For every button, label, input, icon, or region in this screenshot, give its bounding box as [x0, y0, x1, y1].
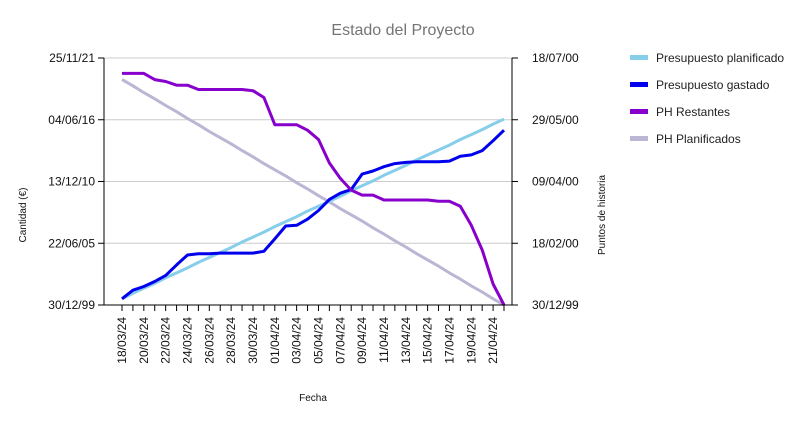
series-line-presupuesto-planificado [121, 117, 505, 301]
legend-label: Presupuesto planificado [656, 51, 784, 65]
x-tick-label: 18/03/24 [115, 317, 129, 364]
series-layer [121, 71, 506, 307]
y-tick-label-left: 22/06/05 [48, 236, 95, 250]
y-tick-label-right: 09/04/00 [532, 175, 579, 189]
y-axis-right-label: Puntos de historia [597, 175, 608, 255]
legend: Presupuesto planificado Presupuesto gasta… [630, 51, 784, 146]
x-tick-label: 21/04/24 [486, 317, 500, 364]
y-tick-label-right: 18/02/00 [532, 236, 579, 250]
x-tick-label: 07/04/24 [333, 317, 347, 364]
legend-swatch [630, 109, 648, 114]
x-tick-label: 26/03/24 [202, 317, 216, 364]
y-tick-label-left: 04/06/16 [48, 113, 95, 127]
legend-swatch [630, 82, 648, 87]
legend-swatch [630, 55, 648, 60]
x-axis-label: Fecha [299, 393, 327, 404]
legend-label: PH Planificados [656, 132, 741, 146]
y-tick-label-left: 30/12/99 [48, 298, 95, 312]
grid [104, 57, 512, 244]
x-tick-label: 01/04/24 [268, 317, 282, 364]
x-tick-labels: 18/03/24 20/03/24 22/03/24 24/03/24 26/03/24… [115, 317, 500, 364]
legend-swatch [630, 136, 648, 141]
x-tick-label: 13/04/24 [399, 317, 413, 364]
x-tick-label: 24/03/24 [180, 317, 194, 364]
x-tick-label: 30/03/24 [246, 317, 260, 364]
x-tick-label: 20/03/24 [137, 317, 151, 364]
x-tick-label: 22/03/24 [159, 317, 173, 364]
y-tick-label-left: 25/11/21 [49, 51, 95, 65]
series-line-ph-restantes [122, 71, 506, 306]
series-line-ph-planificados [121, 78, 505, 307]
x-tick-label: 19/04/24 [464, 317, 478, 364]
y-tick-label-left: 13/12/10 [48, 175, 95, 189]
y-tick-label-right: 30/12/99 [532, 298, 579, 312]
y-axis-left-label: Cantidad (€) [18, 187, 29, 242]
x-tick-label: 11/04/24 [377, 317, 391, 363]
y-tick-label-right: 29/05/00 [532, 113, 579, 127]
x-tick-label: 15/04/24 [421, 317, 435, 364]
x-tick-label: 28/03/24 [224, 317, 238, 364]
legend-label: Presupuesto gastado [656, 78, 770, 92]
y-tick-label-right: 18/07/00 [532, 51, 579, 65]
x-tick-label: 05/04/24 [311, 317, 325, 364]
right-tick-labels: 30/12/99 18/02/00 09/04/00 29/05/00 18/07/00 [532, 51, 579, 312]
x-tick-label: 03/04/24 [290, 317, 304, 364]
legend-label: PH Restantes [656, 105, 730, 119]
axes [98, 57, 518, 311]
left-tick-labels: 30/12/99 22/06/05 13/12/10 04/06/16 25/11/21 [48, 51, 95, 312]
x-tick-label: 09/04/24 [355, 317, 369, 364]
chart-title: Estado del Proyecto [331, 22, 474, 39]
x-tick-label: 17/04/24 [442, 317, 456, 364]
series-line-presupuesto-gastado [121, 129, 506, 300]
